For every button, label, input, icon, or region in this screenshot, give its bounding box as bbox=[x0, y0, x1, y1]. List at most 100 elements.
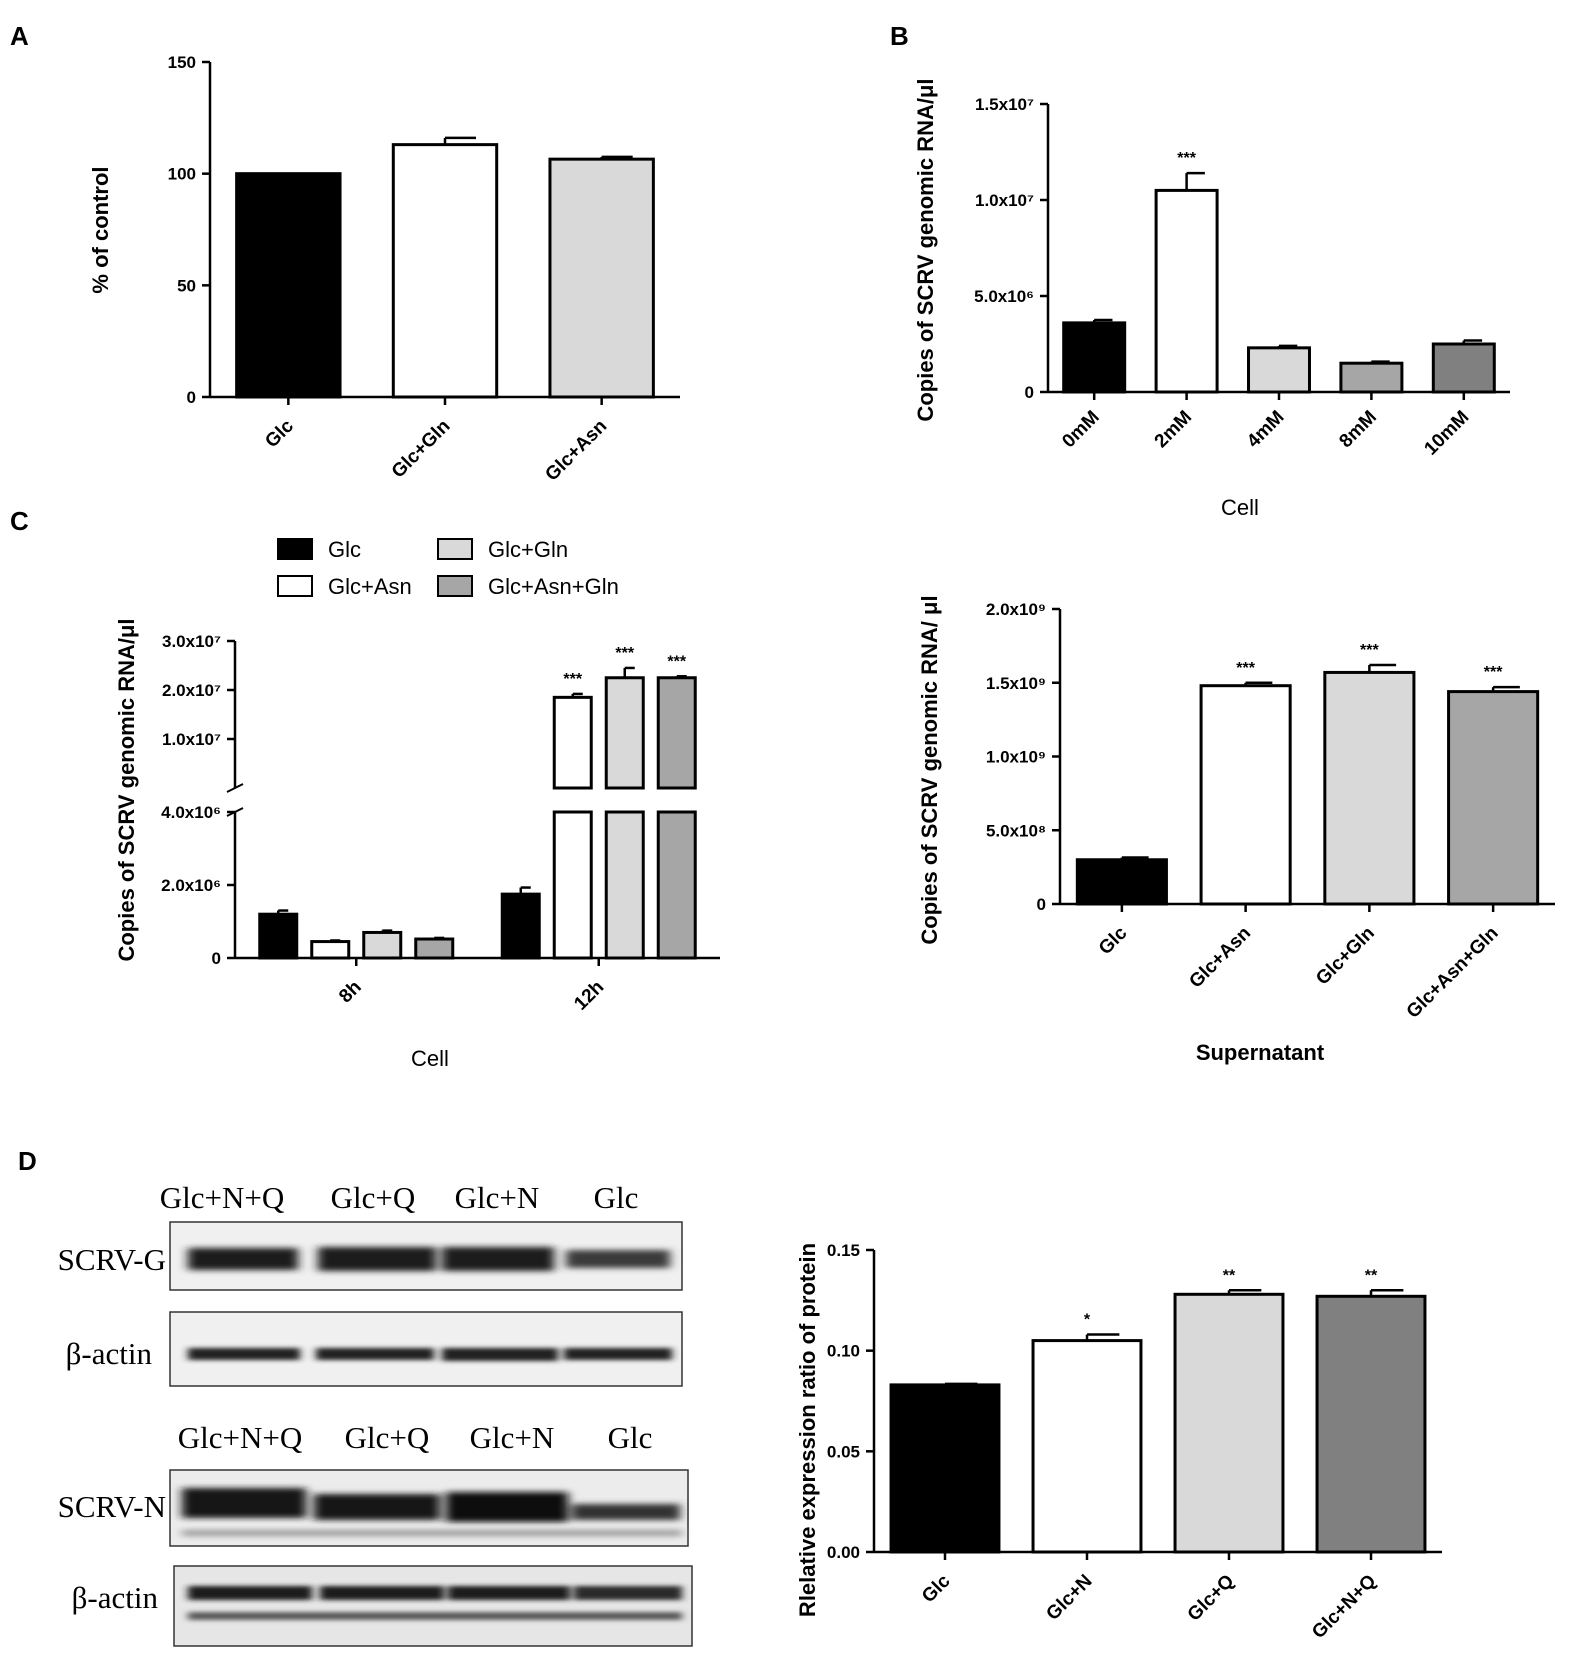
x-tick-label: Glc+Asn bbox=[1185, 923, 1255, 993]
x-tick-label: 8h bbox=[335, 977, 366, 1008]
significance-label: ** bbox=[1223, 1267, 1236, 1284]
legend-swatch-glc bbox=[277, 538, 313, 560]
x-tick-label: 0mM bbox=[1058, 407, 1103, 452]
y-axis-label: Copies of SCRV genomic RNA/μl bbox=[913, 78, 938, 421]
chart-c-cell: 0 2.0x10⁶ 4.0x10⁶ 1.0x10⁷ 2.0x10⁷ 3.0x10⁷ 8h **… bbox=[114, 618, 720, 1071]
x-tick-label: Glc+Asn+Gln bbox=[1403, 923, 1503, 1023]
y-tick-label: 2.0x10⁶ bbox=[161, 876, 221, 895]
blot-bands-beta-actin-1 bbox=[188, 1348, 672, 1361]
blot-lane-label: Glc bbox=[594, 1180, 639, 1215]
x-axis-label: Cell bbox=[1221, 495, 1259, 520]
panel-letter-a: A bbox=[10, 21, 29, 51]
blot-row-label-scrv-g: SCRV-G bbox=[58, 1242, 166, 1277]
bar bbox=[1247, 346, 1311, 394]
x-tick-label: Glc+Asn bbox=[541, 416, 611, 486]
x-tick-label: Glc+Gln bbox=[388, 416, 455, 483]
bar bbox=[889, 1383, 1001, 1554]
y-tick-label: 1.0x10⁹ bbox=[986, 748, 1046, 767]
blot-row-label-beta-actin: β-actin bbox=[66, 1336, 153, 1371]
x-tick-label: 4mM bbox=[1243, 407, 1288, 452]
y-axis-label: % of control bbox=[88, 166, 113, 293]
blot-lane-labels-top: Glc+N+Q Glc+Q Glc+N Glc bbox=[160, 1180, 639, 1215]
bar bbox=[1431, 342, 1496, 394]
legend-label-glc: Glc bbox=[328, 537, 361, 562]
y-tick-label: 0 bbox=[1025, 383, 1034, 402]
bar bbox=[1199, 684, 1292, 906]
blot-lane-labels-bottom: Glc+N+Q Glc+Q Glc+N Glc bbox=[178, 1420, 653, 1455]
x-tick-label: Glc bbox=[1095, 922, 1132, 959]
blot-bands-scrv-n bbox=[182, 1488, 682, 1536]
y-tick-label: 4.0x10⁶ bbox=[161, 803, 221, 822]
panel-letter-b: B bbox=[890, 21, 909, 51]
legend-label-glc-gln: Glc+Gln bbox=[488, 537, 568, 562]
y-tick-label: 0.10 bbox=[827, 1342, 860, 1361]
y-tick-label: 2.0x10⁹ bbox=[986, 600, 1046, 619]
y-tick-label: 3.0x10⁷ bbox=[162, 632, 221, 651]
y-tick-label: 0.15 bbox=[827, 1241, 860, 1260]
chart-c-supernatant: 0 5.0x10⁸ 1.0x10⁹ 1.5x10⁹ 2.0x10⁹ Glc *** Glc+A… bbox=[917, 595, 1555, 1065]
bar bbox=[1173, 1292, 1285, 1554]
bar bbox=[258, 912, 299, 960]
chart-b-cell: 0 5.0x10⁶ 1.0x10⁷ 1.5x10⁷ 0mM *** 2mM 4mM 8mM 10m… bbox=[913, 78, 1510, 520]
x-tick-label: Glc+N bbox=[1042, 1571, 1096, 1625]
y-tick-label: 100 bbox=[168, 165, 196, 184]
axis-break-mark bbox=[226, 783, 244, 793]
y-tick-label: 150 bbox=[168, 53, 196, 72]
bar bbox=[500, 892, 541, 960]
x-tick-label: Glc bbox=[918, 1570, 955, 1607]
x-tick-label: 10mM bbox=[1420, 407, 1473, 460]
x-axis-label: Cell bbox=[411, 1046, 449, 1071]
y-tick-label: 5.0x10⁸ bbox=[986, 821, 1046, 840]
y-tick-label: 0 bbox=[1037, 895, 1046, 914]
blot-lane-label: Glc+N+Q bbox=[160, 1180, 285, 1215]
significance-label: *** bbox=[1177, 150, 1196, 167]
y-tick-label: 2.0x10⁷ bbox=[162, 681, 221, 700]
blot-lane-label: Glc+N bbox=[455, 1180, 540, 1215]
y-axis-label: Rlelative expression ratio of protein bbox=[795, 1243, 820, 1617]
y-tick-label: 1.0x10⁷ bbox=[975, 191, 1034, 210]
legend-label-glc-asn: Glc+Asn bbox=[328, 574, 412, 599]
significance-label: *** bbox=[615, 645, 634, 662]
significance-label: *** bbox=[667, 653, 686, 670]
chart-a: 0 50 100 150 Glc Glc+Gln Glc+Asn % of control bbox=[88, 53, 680, 485]
y-tick-label: 1.5x10⁷ bbox=[975, 95, 1034, 114]
x-tick-label: 8mM bbox=[1335, 407, 1380, 452]
y-tick-label: 0 bbox=[212, 949, 221, 968]
significance-label: *** bbox=[1484, 664, 1503, 681]
panel-letter-c: C bbox=[10, 506, 29, 536]
blot-bands-scrv-g bbox=[188, 1247, 670, 1271]
chart-d-quantification: 0.00 0.05 0.10 0.15 Glc * Glc+N ** Glc+Q ** Glc+N+… bbox=[795, 1241, 1442, 1643]
bar bbox=[362, 930, 403, 960]
panel-letter-d: D bbox=[18, 1146, 37, 1176]
bar-lower-segment bbox=[604, 810, 645, 960]
x-tick-label: Glc bbox=[261, 415, 298, 452]
bar bbox=[1323, 670, 1416, 906]
blot-bands-beta-actin-2 bbox=[188, 1586, 682, 1620]
bar bbox=[548, 157, 655, 399]
x-tick-label: Glc+Q bbox=[1184, 1571, 1239, 1626]
x-tick-label: Glc+N+Q bbox=[1308, 1571, 1380, 1643]
legend-label-glc-asn-gln: Glc+Asn+Gln bbox=[488, 574, 619, 599]
bar bbox=[1062, 321, 1127, 394]
bar bbox=[414, 937, 455, 960]
bar-upper-segment bbox=[552, 695, 593, 790]
y-tick-label: 0 bbox=[187, 388, 196, 407]
x-axis-label: Supernatant bbox=[1196, 1040, 1325, 1065]
blot-row-label-scrv-n: SCRV-N bbox=[58, 1489, 166, 1524]
legend-swatch-glc-asn bbox=[277, 575, 313, 597]
x-tick-label: 2mM bbox=[1151, 407, 1196, 452]
bar bbox=[1447, 690, 1540, 906]
bar bbox=[235, 172, 342, 399]
blot-lane-label: Glc+Q bbox=[331, 1180, 416, 1215]
y-tick-label: 5.0x10⁶ bbox=[974, 287, 1034, 306]
bar bbox=[391, 143, 499, 399]
y-tick-label: 50 bbox=[177, 276, 196, 295]
blot-lane-label: Glc+Q bbox=[345, 1420, 430, 1455]
significance-label: *** bbox=[1236, 660, 1255, 677]
legend-swatch-glc-asn-gln bbox=[437, 575, 473, 597]
legend-swatch-glc-gln bbox=[437, 538, 473, 560]
x-tick-label: 12h bbox=[570, 977, 608, 1015]
bar bbox=[1031, 1339, 1143, 1554]
bar bbox=[1315, 1294, 1427, 1554]
bar-upper-segment bbox=[604, 676, 645, 790]
